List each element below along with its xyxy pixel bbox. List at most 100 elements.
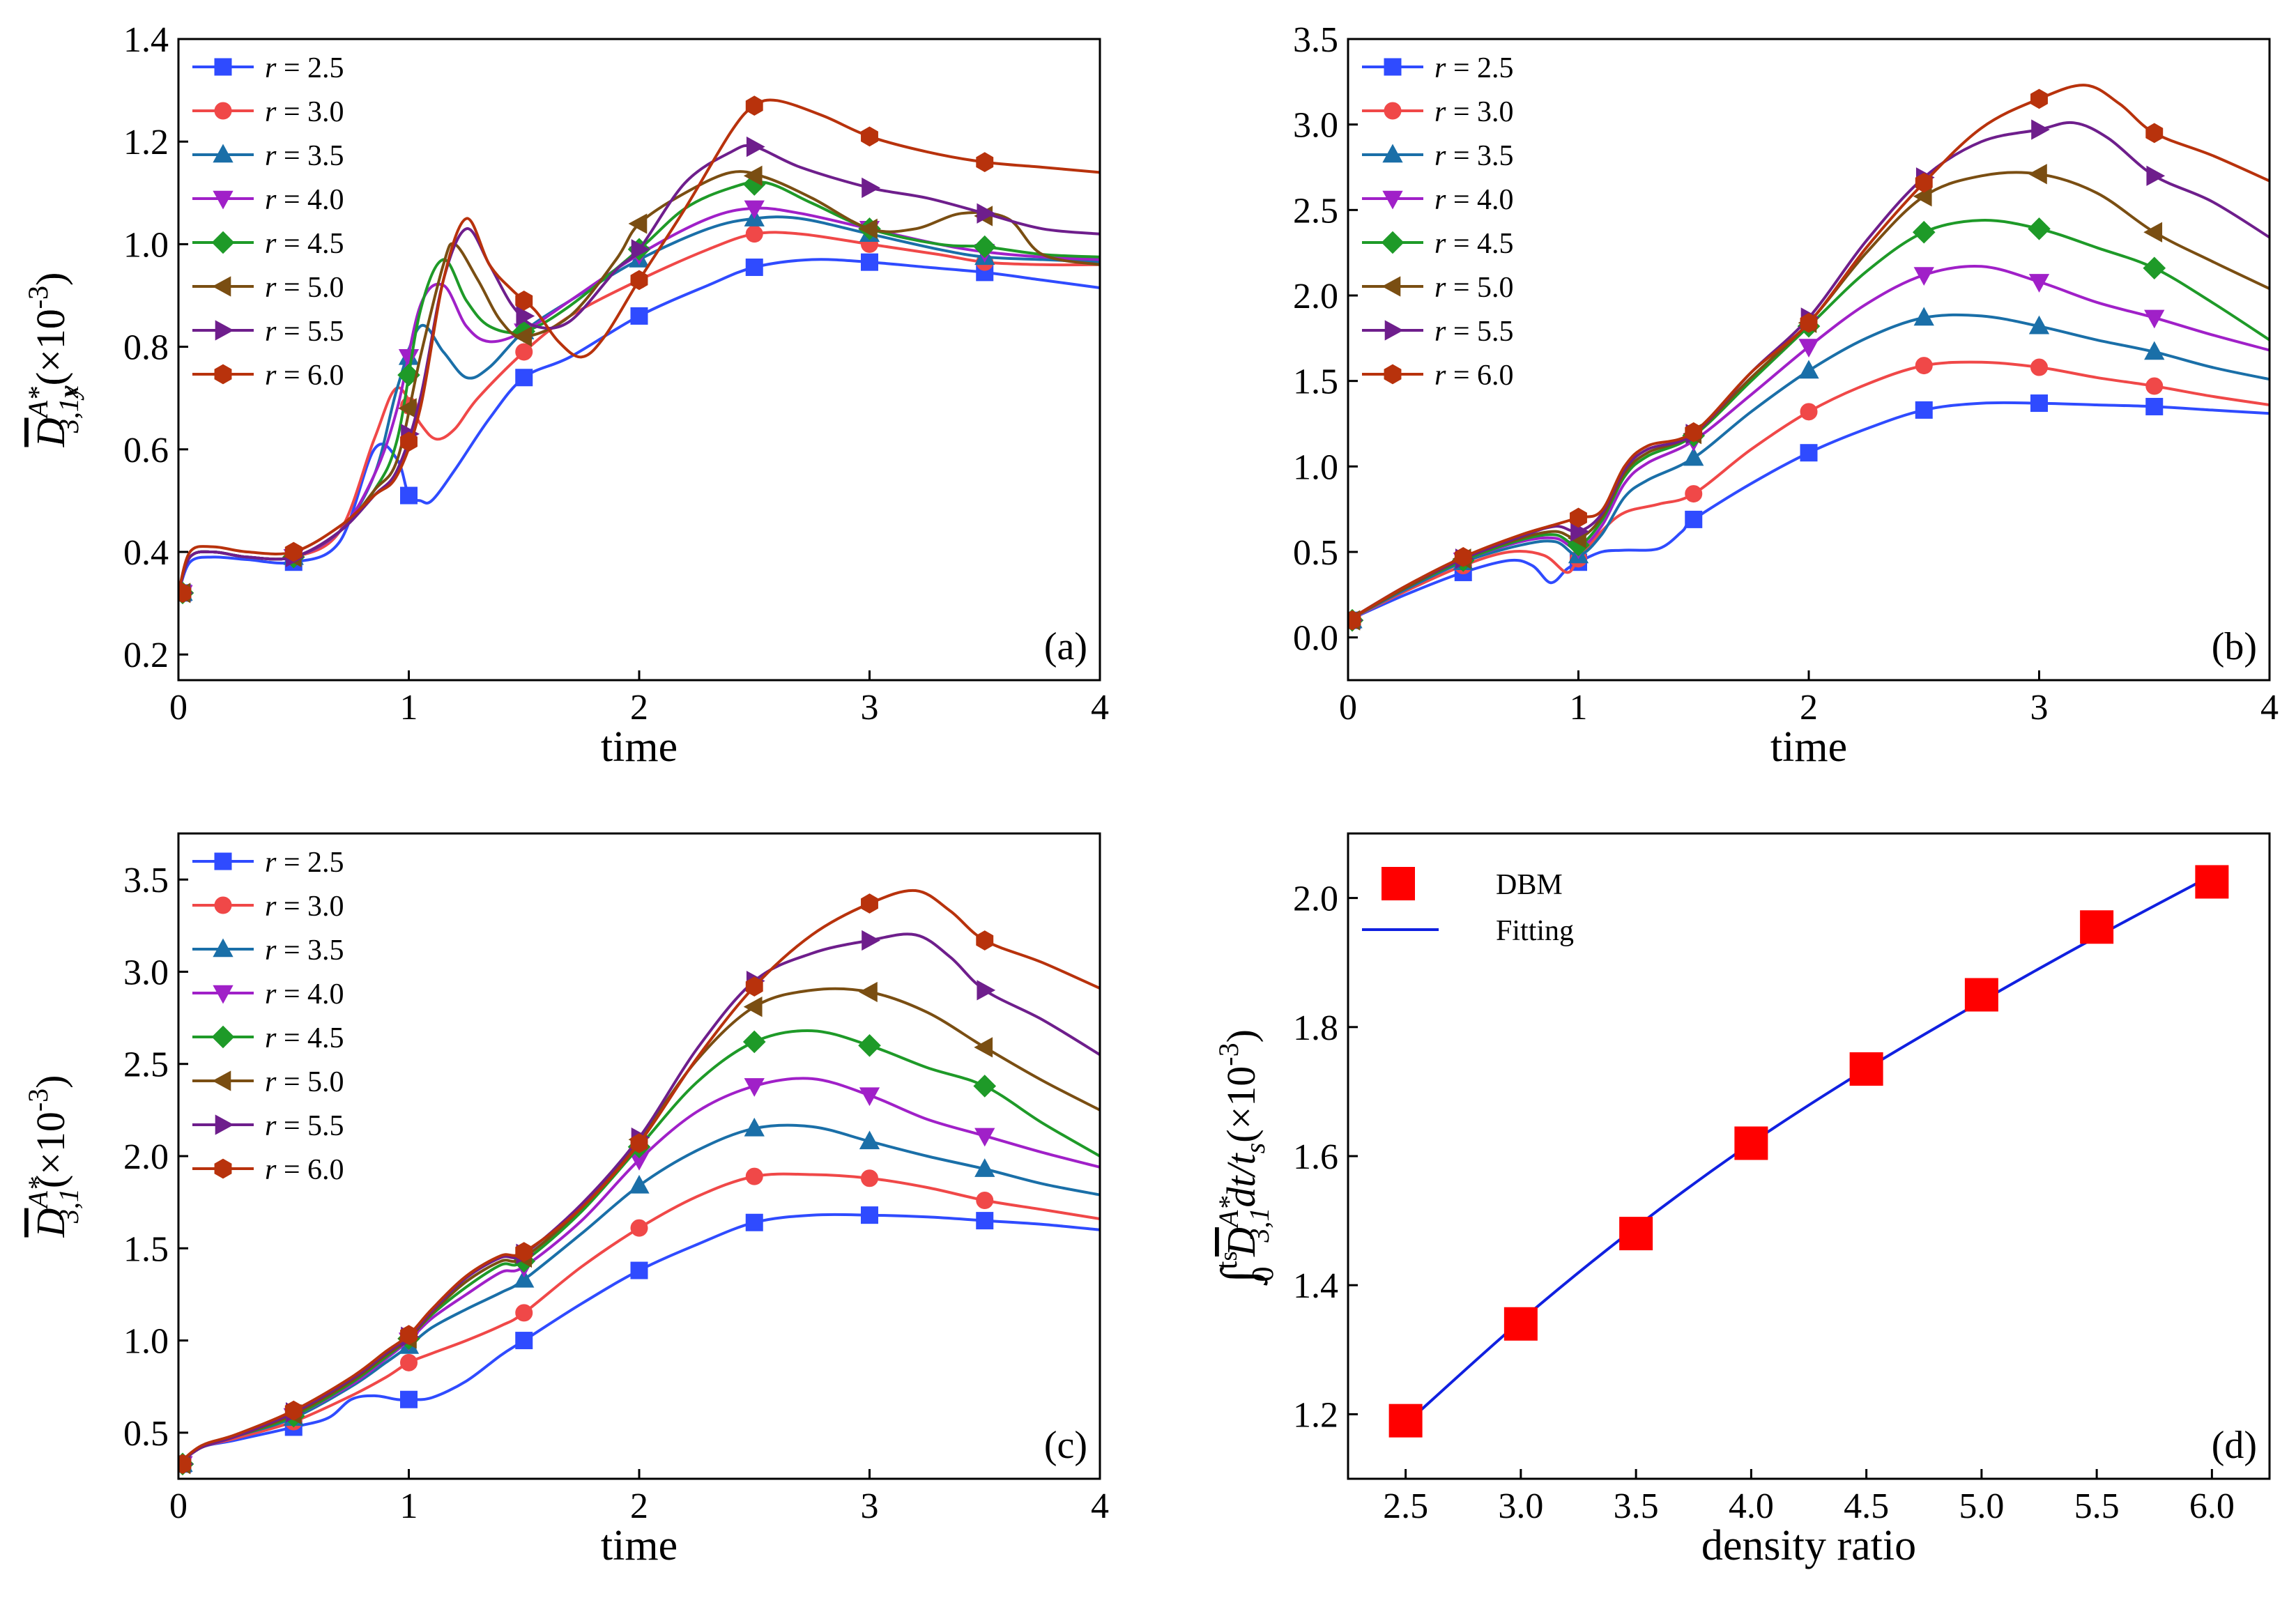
legend-var: r	[265, 978, 277, 1010]
x-tick-label: 6.0	[2189, 1486, 2235, 1526]
data-point	[1503, 1307, 1538, 1341]
x-tick-label: 4.0	[1729, 1486, 1774, 1526]
data-point	[1913, 267, 1934, 286]
data-point	[515, 290, 533, 311]
legend-label: r = 3.0	[265, 891, 344, 923]
y-title-integral: ∫	[1212, 1267, 1268, 1286]
data-point	[745, 259, 763, 277]
legend-value: = 6.0	[1446, 360, 1513, 392]
y-title-upper-sub: s	[1214, 1252, 1242, 1261]
series-1	[1348, 394, 2270, 629]
y-title-sup: A*	[22, 387, 54, 420]
data-point	[976, 152, 994, 173]
y-title-suffix: (×10	[28, 309, 73, 385]
y-tick-label: 1.5	[1293, 362, 1338, 402]
y-axis-title: DA*3,1x(×10-3)	[22, 272, 84, 448]
series-line	[1348, 265, 2270, 622]
data-point	[1685, 510, 1703, 528]
y-tick-label: 2.5	[123, 1045, 169, 1085]
legend-label: r = 2.5	[265, 847, 344, 879]
data-point	[859, 1130, 880, 1150]
x-tick-label: 5.0	[1959, 1486, 2004, 1526]
legend-var: r	[265, 1022, 277, 1054]
legend-marker	[1381, 231, 1405, 254]
x-tick-label: 5.5	[2074, 1486, 2120, 1526]
data-point	[516, 305, 535, 327]
data-point	[631, 239, 650, 260]
panel-label: (b)	[2212, 625, 2257, 668]
data-point	[2144, 309, 2165, 329]
y-tick-label: 1.6	[1293, 1137, 1338, 1177]
data-point	[1685, 485, 1703, 503]
y-title-close: )	[28, 1075, 73, 1088]
y-tick-label: 1.0	[123, 225, 169, 265]
y-title-exp: -3	[22, 286, 54, 309]
y-title-sub: 3,1	[1243, 1208, 1275, 1243]
legend-value: = 2.5	[276, 847, 344, 879]
legend-value: = 4.0	[276, 184, 344, 216]
y-tick-label: 1.5	[123, 1229, 169, 1269]
legend-marker	[1384, 320, 1404, 341]
data-point	[745, 1213, 763, 1231]
legend-value: = 3.0	[276, 891, 344, 923]
legend-var: r	[265, 52, 277, 84]
series-8	[1348, 84, 2270, 631]
x-tick-label: 3	[2030, 688, 2049, 728]
data-point	[1915, 401, 1933, 419]
x-tick-label: 3.5	[1614, 1486, 1659, 1526]
legend-marker	[211, 1025, 235, 1049]
x-tick-label: 3	[861, 688, 879, 728]
data-point	[630, 1261, 648, 1279]
data-point	[742, 1030, 766, 1054]
legend-marker	[212, 1070, 231, 1091]
legend-value: = 3.5	[276, 140, 344, 172]
legend-var: r	[265, 891, 277, 923]
legend-marker	[1382, 144, 1403, 163]
series-3	[1348, 307, 2270, 629]
series-7	[178, 930, 1100, 1473]
y-title-suffix: (×10	[1218, 1066, 1264, 1143]
x-tick-label: 4	[2260, 688, 2279, 728]
data-point	[514, 1268, 535, 1288]
legend-marker	[215, 320, 234, 341]
data-point	[1912, 220, 1936, 244]
legend-marker	[1384, 364, 1402, 385]
legend-marker	[1382, 867, 1415, 900]
y-title-sub: 3,1	[53, 1188, 84, 1224]
data-point	[630, 307, 648, 325]
legend-marker	[214, 58, 232, 76]
y-tick-label: 1.2	[1293, 1395, 1338, 1435]
x-tick-label: 0	[169, 1486, 187, 1526]
data-point	[861, 253, 878, 271]
data-point	[2146, 165, 2166, 186]
legend-value: = 4.0	[276, 978, 344, 1010]
data-point	[2143, 256, 2166, 280]
series-line	[178, 98, 1100, 594]
data-point	[1734, 1126, 1768, 1160]
legend-value: = 4.5	[1446, 228, 1513, 260]
data-point	[974, 1037, 993, 1058]
data-point	[515, 1242, 533, 1262]
data-point	[1388, 1404, 1423, 1438]
series-line	[178, 1172, 1100, 1466]
data-point	[861, 1206, 878, 1224]
data-point	[400, 486, 418, 505]
x-tick-label: 3	[861, 1486, 879, 1526]
y-title-main: D	[1218, 1227, 1264, 1257]
legend-marker	[212, 276, 231, 297]
legend-var: r	[1434, 140, 1446, 172]
legend-label: r = 5.0	[1434, 272, 1514, 304]
y-tick-label: 0.5	[123, 1414, 169, 1454]
series-line	[178, 932, 1100, 1466]
legend-var: r	[265, 96, 277, 128]
legend-label: r = 4.5	[265, 1022, 344, 1054]
legend-var: r	[265, 847, 277, 879]
data-point	[745, 95, 763, 116]
y-tick-label: 0.0	[1293, 619, 1338, 659]
data-point	[628, 213, 648, 234]
x-tick-label: 4.5	[1844, 1486, 1889, 1526]
data-point	[745, 225, 763, 243]
y-tick-label: 0.4	[123, 533, 169, 573]
x-tick-label: 0	[169, 688, 187, 728]
data-point	[1619, 1217, 1653, 1251]
